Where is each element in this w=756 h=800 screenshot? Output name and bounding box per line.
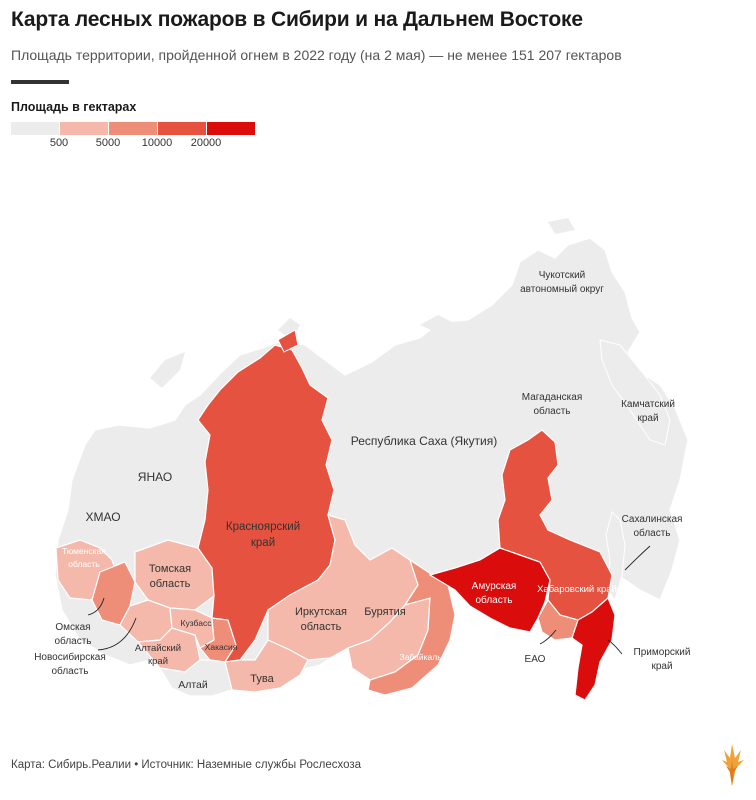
legend-tick-5000: 5000 <box>95 137 121 149</box>
legend-tick-500: 500 <box>49 137 69 149</box>
label-khabarovsk: Хабаровский край <box>537 584 617 595</box>
region-kamchatka <box>599 339 671 446</box>
label-kamchatka-2: край <box>637 413 658 424</box>
label-tyumen-2: область <box>68 559 100 569</box>
legend-title: Площадь в гектарах <box>11 100 137 114</box>
label-amur-1: Амурская <box>472 581 517 592</box>
label-primorye-1: Приморский <box>634 647 691 658</box>
label-chukotka-2: автономный округ <box>520 284 604 295</box>
region-new-siberian-islands <box>420 315 452 334</box>
fire-map: Чукотский автономный округ Магаданская обл… <box>34 218 691 701</box>
label-irkutsk-2: область <box>301 621 342 633</box>
label-primorye-2: край <box>651 661 672 672</box>
legend-swatch-2 <box>109 122 157 135</box>
region-amur <box>428 547 551 633</box>
page-title: Карта лесных пожаров в Сибири и на Дальн… <box>11 8 583 31</box>
legend-tick-20000: 20000 <box>190 137 222 149</box>
region-primorye <box>571 596 616 701</box>
label-altai: Алтай <box>178 679 208 691</box>
legend-color-scale <box>11 122 256 135</box>
legend-tick-10000: 10000 <box>141 137 173 149</box>
leader-lines <box>87 545 651 655</box>
title-divider <box>11 80 69 84</box>
region-zabaikalye <box>367 558 456 696</box>
label-omsk-1: Омская <box>55 622 90 633</box>
label-khakassia: Хакасия <box>205 642 238 652</box>
source-footer: Карта: Сибирь.Реалии • Источник: Наземны… <box>11 759 362 771</box>
label-tyumen-1: Тюменская <box>62 546 106 556</box>
legend-swatch-0 <box>11 122 59 135</box>
label-kamchatka-1: Камчатский <box>621 399 675 410</box>
label-kuzbass: Кузбасс <box>181 618 213 628</box>
label-tomsk-2: область <box>150 578 191 590</box>
label-sakhalin-1: Сахалинская <box>622 514 683 525</box>
region-wrangel-island <box>548 218 575 234</box>
label-sakhalin-2: область <box>633 527 670 539</box>
label-chukotka-1: Чукотский <box>539 270 586 281</box>
kuril-islands <box>633 476 676 518</box>
label-krasnoyarsk-1: Красноярский <box>226 521 300 533</box>
region-taimyr-tip <box>277 329 299 353</box>
region-novaya-zemlya <box>150 352 185 388</box>
label-amur-2: область <box>475 594 512 606</box>
legend-swatch-1 <box>60 122 108 135</box>
label-buryatia: Бурятия <box>364 606 405 618</box>
region-tomsk <box>134 539 215 611</box>
label-eao: ЕАО <box>525 654 546 665</box>
label-sakha: Республика Саха (Якутия) <box>351 434 497 448</box>
label-altai-krai-1: Алтайский <box>135 643 181 654</box>
label-novosibirsk-2: область <box>51 665 88 677</box>
label-hmao: ХМАО <box>85 510 120 524</box>
label-magadan-2: область <box>533 405 570 417</box>
label-omsk-2: область <box>54 635 91 647</box>
label-magadan-1: Магаданская <box>522 392 582 403</box>
label-yanao: ЯНАО <box>138 470 172 484</box>
label-krasnoyarsk-2: край <box>251 537 275 549</box>
region-altai <box>158 659 233 697</box>
label-irkutsk-1: Иркутская <box>295 606 347 618</box>
page-subtitle: Площадь территории, пройденной огнем в 2… <box>11 47 622 63</box>
region-tuva <box>224 639 309 693</box>
label-tomsk-1: Томская <box>149 563 191 575</box>
label-novosibirsk-1: Новосибирская <box>34 651 106 663</box>
radio-liberty-flame-logo-icon <box>722 744 744 786</box>
legend-swatch-3 <box>158 122 206 135</box>
legend-swatch-4 <box>207 122 255 135</box>
label-tuva: Тува <box>250 673 274 685</box>
label-altai-krai-2: край <box>148 656 168 667</box>
label-zabaikalye: Забайкалье <box>400 652 447 662</box>
